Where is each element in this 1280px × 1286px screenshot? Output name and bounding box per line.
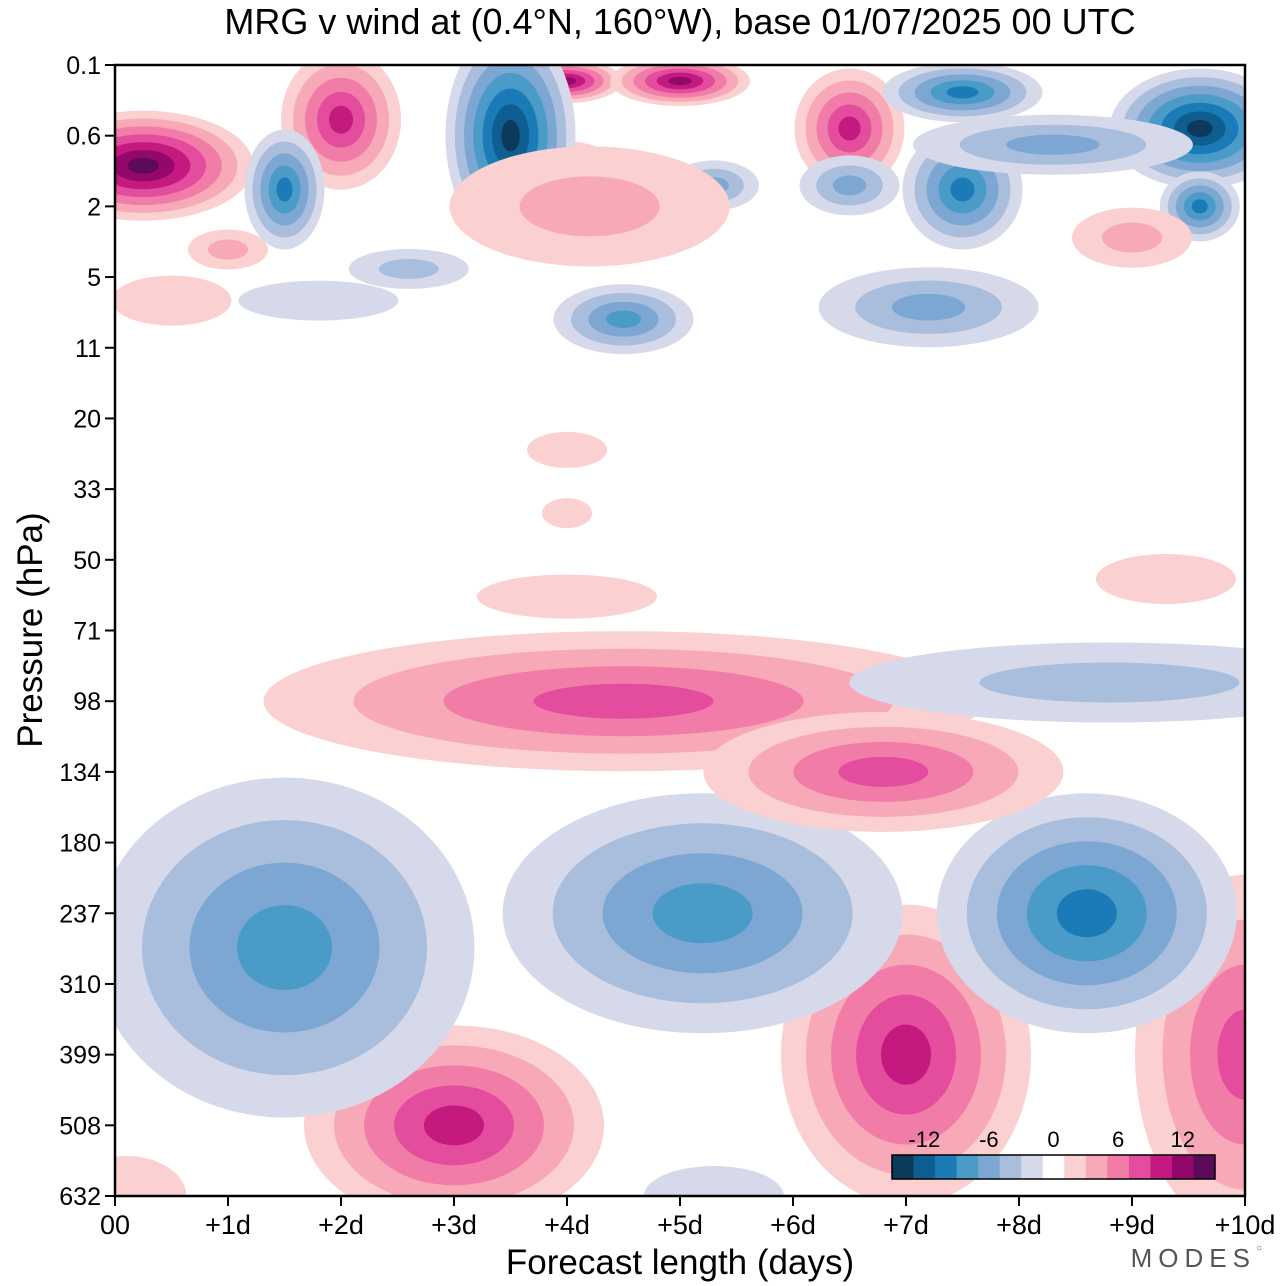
y-tick-label: 98 [73,688,101,716]
colorbar-tick-label: 6 [1112,1127,1124,1152]
brand-logo: MODES○ [1130,1243,1262,1273]
negative-anomaly [643,1166,784,1196]
negative-anomaly [979,662,1240,703]
colorbar-swatch [1085,1155,1108,1179]
y-tick-label: 50 [73,547,101,575]
positive-anomaly [668,76,692,86]
positive-anomaly [329,105,353,134]
y-tick-label: 20 [73,405,101,433]
colorbar-swatch [1171,1155,1194,1179]
colorbar-swatch [1150,1155,1173,1179]
positive-anomaly [1095,554,1236,605]
x-tick-label: +3d [431,1210,477,1240]
x-axis: 00 +1d +2d +3d +4d +5d +6d +7d +8d +9d +10d [100,1196,1275,1240]
colorbar-swatch [1128,1155,1151,1179]
positive-anomaly [1102,222,1162,253]
contour-field [115,65,1245,1196]
positive-anomaly [527,431,607,468]
x-tick-label: +1d [205,1210,251,1240]
positive-anomaly [424,1105,484,1146]
y-tick-label: 11 [75,335,101,363]
negative-anomaly [1056,889,1117,938]
y-tick-label: 310 [59,971,101,999]
negative-anomaly [946,86,979,99]
colorbar-swatch [999,1155,1022,1179]
positive-anomaly [838,756,929,787]
chart-title: MRG v wind at (0.4°N, 160°W), base 01/07… [224,1,1135,42]
colorbar-tick-label: -6 [979,1127,999,1152]
negative-anomaly [891,293,966,321]
y-tick-label: 399 [59,1042,101,1070]
positive-anomaly [881,1024,931,1085]
colorbar-swatch [935,1155,958,1179]
y-tick-label: 2 [87,193,101,221]
colorbar-swatch [1193,1155,1216,1179]
positive-anomaly [115,1156,187,1196]
y-tick-label: 0.6 [66,123,101,151]
negative-anomaly [1186,119,1213,138]
negative-anomaly [237,905,332,991]
colorbar-swatch [978,1155,1001,1179]
x-tick-label: +6d [770,1210,816,1240]
colorbar-swatch [892,1155,915,1179]
y-tick-label: 508 [59,1112,101,1140]
colorbar-tick-label: -12 [908,1127,940,1152]
y-tick-label: 5 [87,264,101,292]
negative-anomaly [501,119,520,152]
colorbar: -12 -6 0 6 12 [891,1127,1216,1180]
colorbar-swatch [1107,1155,1130,1179]
colorbar-swatch [956,1155,979,1179]
x-tick-label: 00 [100,1210,130,1240]
colorbar-swatch [913,1155,936,1179]
x-tick-label: +2d [318,1210,364,1240]
y-tick-label: 180 [59,830,101,858]
y-tick-label: 0.1 [66,52,101,80]
positive-anomaly [542,498,592,529]
negative-anomaly [378,258,439,279]
positive-anomaly [533,683,714,719]
negative-anomaly [238,280,399,321]
x-tick-label: +10d [1215,1210,1276,1240]
negative-anomaly [652,883,753,944]
negative-anomaly [1191,199,1208,214]
x-tick-label: +7d [883,1210,929,1240]
positive-anomaly [477,574,657,619]
colorbar-tick-label: 0 [1047,1127,1059,1152]
positive-anomaly [519,176,660,237]
positive-anomaly [838,116,861,141]
colorbar-swatch [1064,1155,1087,1179]
y-tick-label: 71 [73,618,101,646]
y-axis: 0.1 0.6 2 5 11 20 33 50 71 98 134 180 237 310 399 508 63… [59,52,115,1211]
colorbar-swatch [1042,1155,1065,1179]
negative-anomaly [1006,134,1100,155]
negative-anomaly [606,310,641,328]
positive-anomaly [127,157,159,174]
colorbar-swatch [1021,1155,1044,1179]
positive-anomaly [1217,1009,1245,1100]
y-axis-label: Pressure (hPa) [11,512,50,747]
x-tick-label: +4d [544,1210,590,1240]
x-tick-label: +5d [657,1210,703,1240]
y-tick-label: 632 [59,1183,101,1211]
y-tick-label: 237 [59,900,101,928]
y-tick-label: 33 [73,476,101,504]
x-tick-label: +9d [1109,1210,1155,1240]
brand-text: MODES [1130,1243,1256,1273]
colorbar-frame [891,1154,1216,1180]
x-axis-label: Forecast length (days) [506,1243,854,1282]
y-tick-label: 134 [59,759,101,787]
negative-anomaly [832,175,867,196]
colorbar-tick-label: 12 [1170,1127,1194,1152]
x-tick-label: +8d [996,1210,1042,1240]
positive-anomaly [208,239,248,260]
negative-anomaly [950,177,975,202]
negative-anomaly [276,177,293,202]
positive-anomaly [115,275,232,326]
